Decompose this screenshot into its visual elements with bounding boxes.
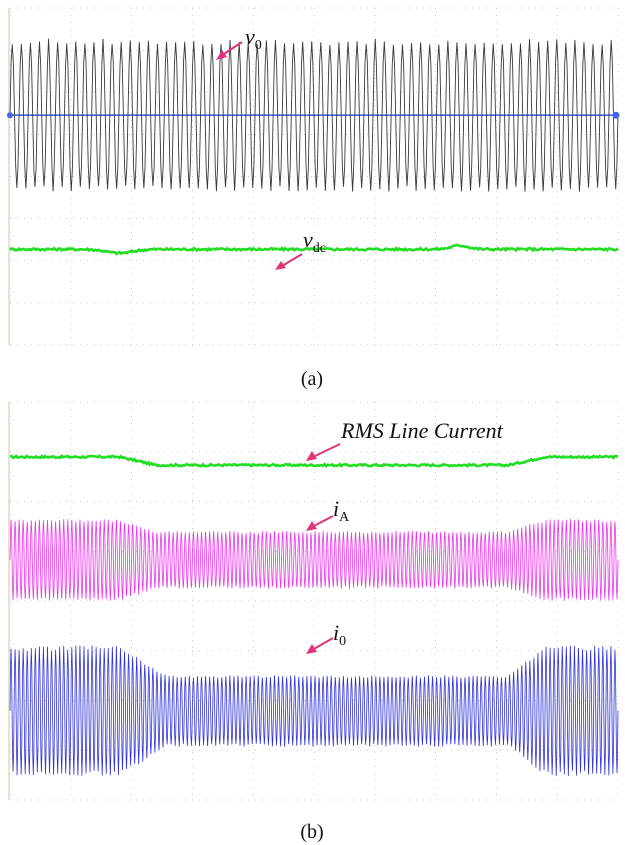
series-iA-trace (9, 518, 619, 601)
series-rms-line-current-trace (9, 453, 619, 469)
arrowhead-v0 (216, 50, 227, 60)
panel-b-traces (9, 453, 619, 776)
label-vdc: vdc (303, 227, 326, 256)
arrow-iA (311, 515, 334, 528)
annotation-iA: iA (306, 496, 350, 531)
scope-frame-edge (8, 8, 10, 345)
series-v0-trace (9, 38, 619, 192)
scope-frame-edge (8, 402, 10, 800)
annotation-i0: i0 (306, 620, 346, 654)
annotation-v0: v0 (216, 24, 262, 60)
caption-a: (a) (301, 368, 323, 390)
arrow-i0 (311, 637, 334, 651)
panel-a-traces (7, 38, 620, 256)
series-vdc-trace (9, 243, 619, 256)
arrow-rms-line-current (312, 443, 341, 458)
caption-b: (b) (300, 821, 323, 843)
label-v0: v0 (245, 24, 262, 53)
series-i0-trace (9, 645, 619, 776)
panel-a: v0 vdc (a) (7, 7, 620, 390)
arrowhead-vdc (275, 261, 286, 270)
annotation-vdc: vdc (275, 227, 326, 270)
arrowhead-iA (306, 521, 317, 531)
label-iA: iA (333, 496, 350, 525)
reference-marker-left (7, 112, 13, 119)
panel-b: RMS Line Current iA i0 (b) (8, 401, 619, 843)
arrow-vdc (281, 253, 303, 267)
label-i0: i0 (333, 620, 346, 649)
arrowhead-rms-line-current (306, 451, 317, 461)
label-rms-line-current: RMS Line Current (340, 418, 504, 443)
arrowhead-i0 (306, 644, 317, 654)
annotation-rms-line-current: RMS Line Current (306, 418, 504, 461)
panel-b-grid (8, 401, 619, 801)
reference-marker-right (612, 111, 620, 119)
